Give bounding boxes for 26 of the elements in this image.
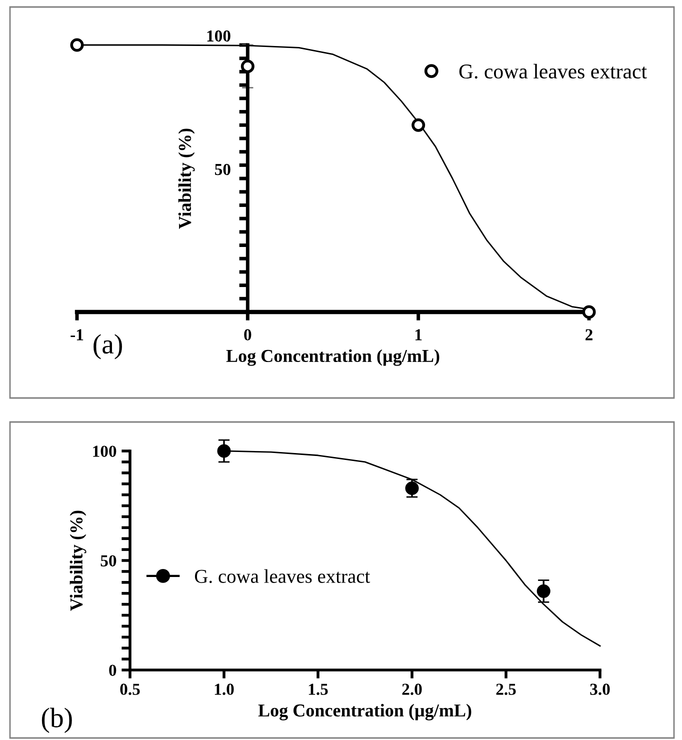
x-tick-label: 0.5 <box>120 684 140 695</box>
x-tick-label: 2.0 <box>402 684 422 695</box>
point <box>405 481 419 495</box>
y-axis-title: Viability (%) <box>70 510 86 611</box>
point <box>536 584 550 598</box>
x-tick-label: 1.5 <box>308 684 328 695</box>
point <box>217 444 231 458</box>
y-tick-label: 100 <box>207 30 230 42</box>
text: (b) <box>42 708 72 733</box>
legend-label: G. cowa leaves extract <box>459 64 647 79</box>
y-axis-title: Viability (%) <box>178 128 195 229</box>
x-tick-label: 1.0 <box>214 684 234 695</box>
x-tick-label: 1 <box>416 329 422 340</box>
y-tick-label: 50 <box>100 555 116 566</box>
y-tick-label: 0 <box>109 664 116 676</box>
x-tick-label: 0 <box>244 329 252 340</box>
x-tick-label: 2 <box>586 329 592 340</box>
y-tick-label: 100 <box>93 446 116 457</box>
x-tick-label: 3.0 <box>590 684 610 695</box>
text: (a) <box>94 334 122 360</box>
y-tick-label: 50 <box>215 164 230 176</box>
x-axis-title: Log Concentration (µg/mL) <box>258 704 472 720</box>
x-axis-title: Log Concentration (µg/mL) <box>226 349 440 366</box>
legend-label: G. cowa leaves extract <box>194 569 370 584</box>
x-tick-label: -1 <box>70 329 84 340</box>
x-tick-label: 2.5 <box>496 684 516 695</box>
